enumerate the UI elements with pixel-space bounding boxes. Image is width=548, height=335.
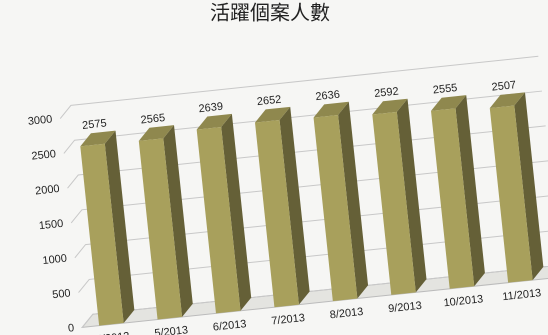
bar-side xyxy=(279,106,310,305)
x-tick-label: 8/2013 xyxy=(329,306,364,321)
y-tick-label: 1500 xyxy=(38,218,64,232)
bar-side xyxy=(338,101,369,299)
plot-area: 0 500 1000 1500 2000 2500 3000 4/2013 2575 5/2013… xyxy=(27,55,548,335)
bar-top xyxy=(430,95,467,111)
bar-top xyxy=(255,106,291,123)
bar xyxy=(430,108,475,289)
bar-side xyxy=(396,98,427,293)
y-tick-label: 500 xyxy=(52,287,72,301)
value-label: 2555 xyxy=(432,82,458,96)
grid-line xyxy=(59,55,539,119)
bar-top xyxy=(196,113,232,130)
bar-top xyxy=(489,92,525,109)
value-label: 2636 xyxy=(315,89,341,103)
bar-side xyxy=(104,130,135,324)
bar xyxy=(489,105,533,283)
x-tick-label: 11/2013 xyxy=(502,287,542,303)
bar xyxy=(138,138,183,320)
y-tick-label: 0 xyxy=(67,322,74,335)
bar-side xyxy=(514,92,544,281)
bar xyxy=(313,114,358,302)
bar-side xyxy=(163,125,193,317)
bar-top xyxy=(138,125,175,141)
value-label: 2575 xyxy=(82,117,108,131)
y-tick-label: 2000 xyxy=(35,183,61,197)
bar-top xyxy=(80,130,116,147)
y-tick-label: 3000 xyxy=(27,113,53,127)
x-tick-label: 9/2013 xyxy=(388,300,423,315)
chart-title: 活躍個案人數 xyxy=(210,1,330,24)
value-label: 2565 xyxy=(140,112,166,126)
bar-side xyxy=(221,113,252,311)
value-label: 2592 xyxy=(374,86,400,100)
x-tick-label: 4/2013 xyxy=(95,330,130,335)
x-tick-label: 7/2013 xyxy=(271,312,306,327)
value-label: 2507 xyxy=(491,79,517,93)
bar xyxy=(372,111,416,295)
value-label: 2652 xyxy=(256,94,282,108)
y-tick-label: 1000 xyxy=(42,253,68,267)
x-tick-label: 5/2013 xyxy=(154,324,189,335)
x-tick-label: 6/2013 xyxy=(212,318,247,333)
bar xyxy=(80,143,124,326)
x-tick-label: 10/2013 xyxy=(443,293,484,309)
y-tick-label: 2500 xyxy=(31,148,57,162)
value-label: 2639 xyxy=(198,101,224,115)
bar-top xyxy=(372,98,408,115)
bar-side xyxy=(455,95,485,287)
bar-top xyxy=(313,101,349,118)
bar xyxy=(255,120,299,308)
bar xyxy=(196,127,241,314)
